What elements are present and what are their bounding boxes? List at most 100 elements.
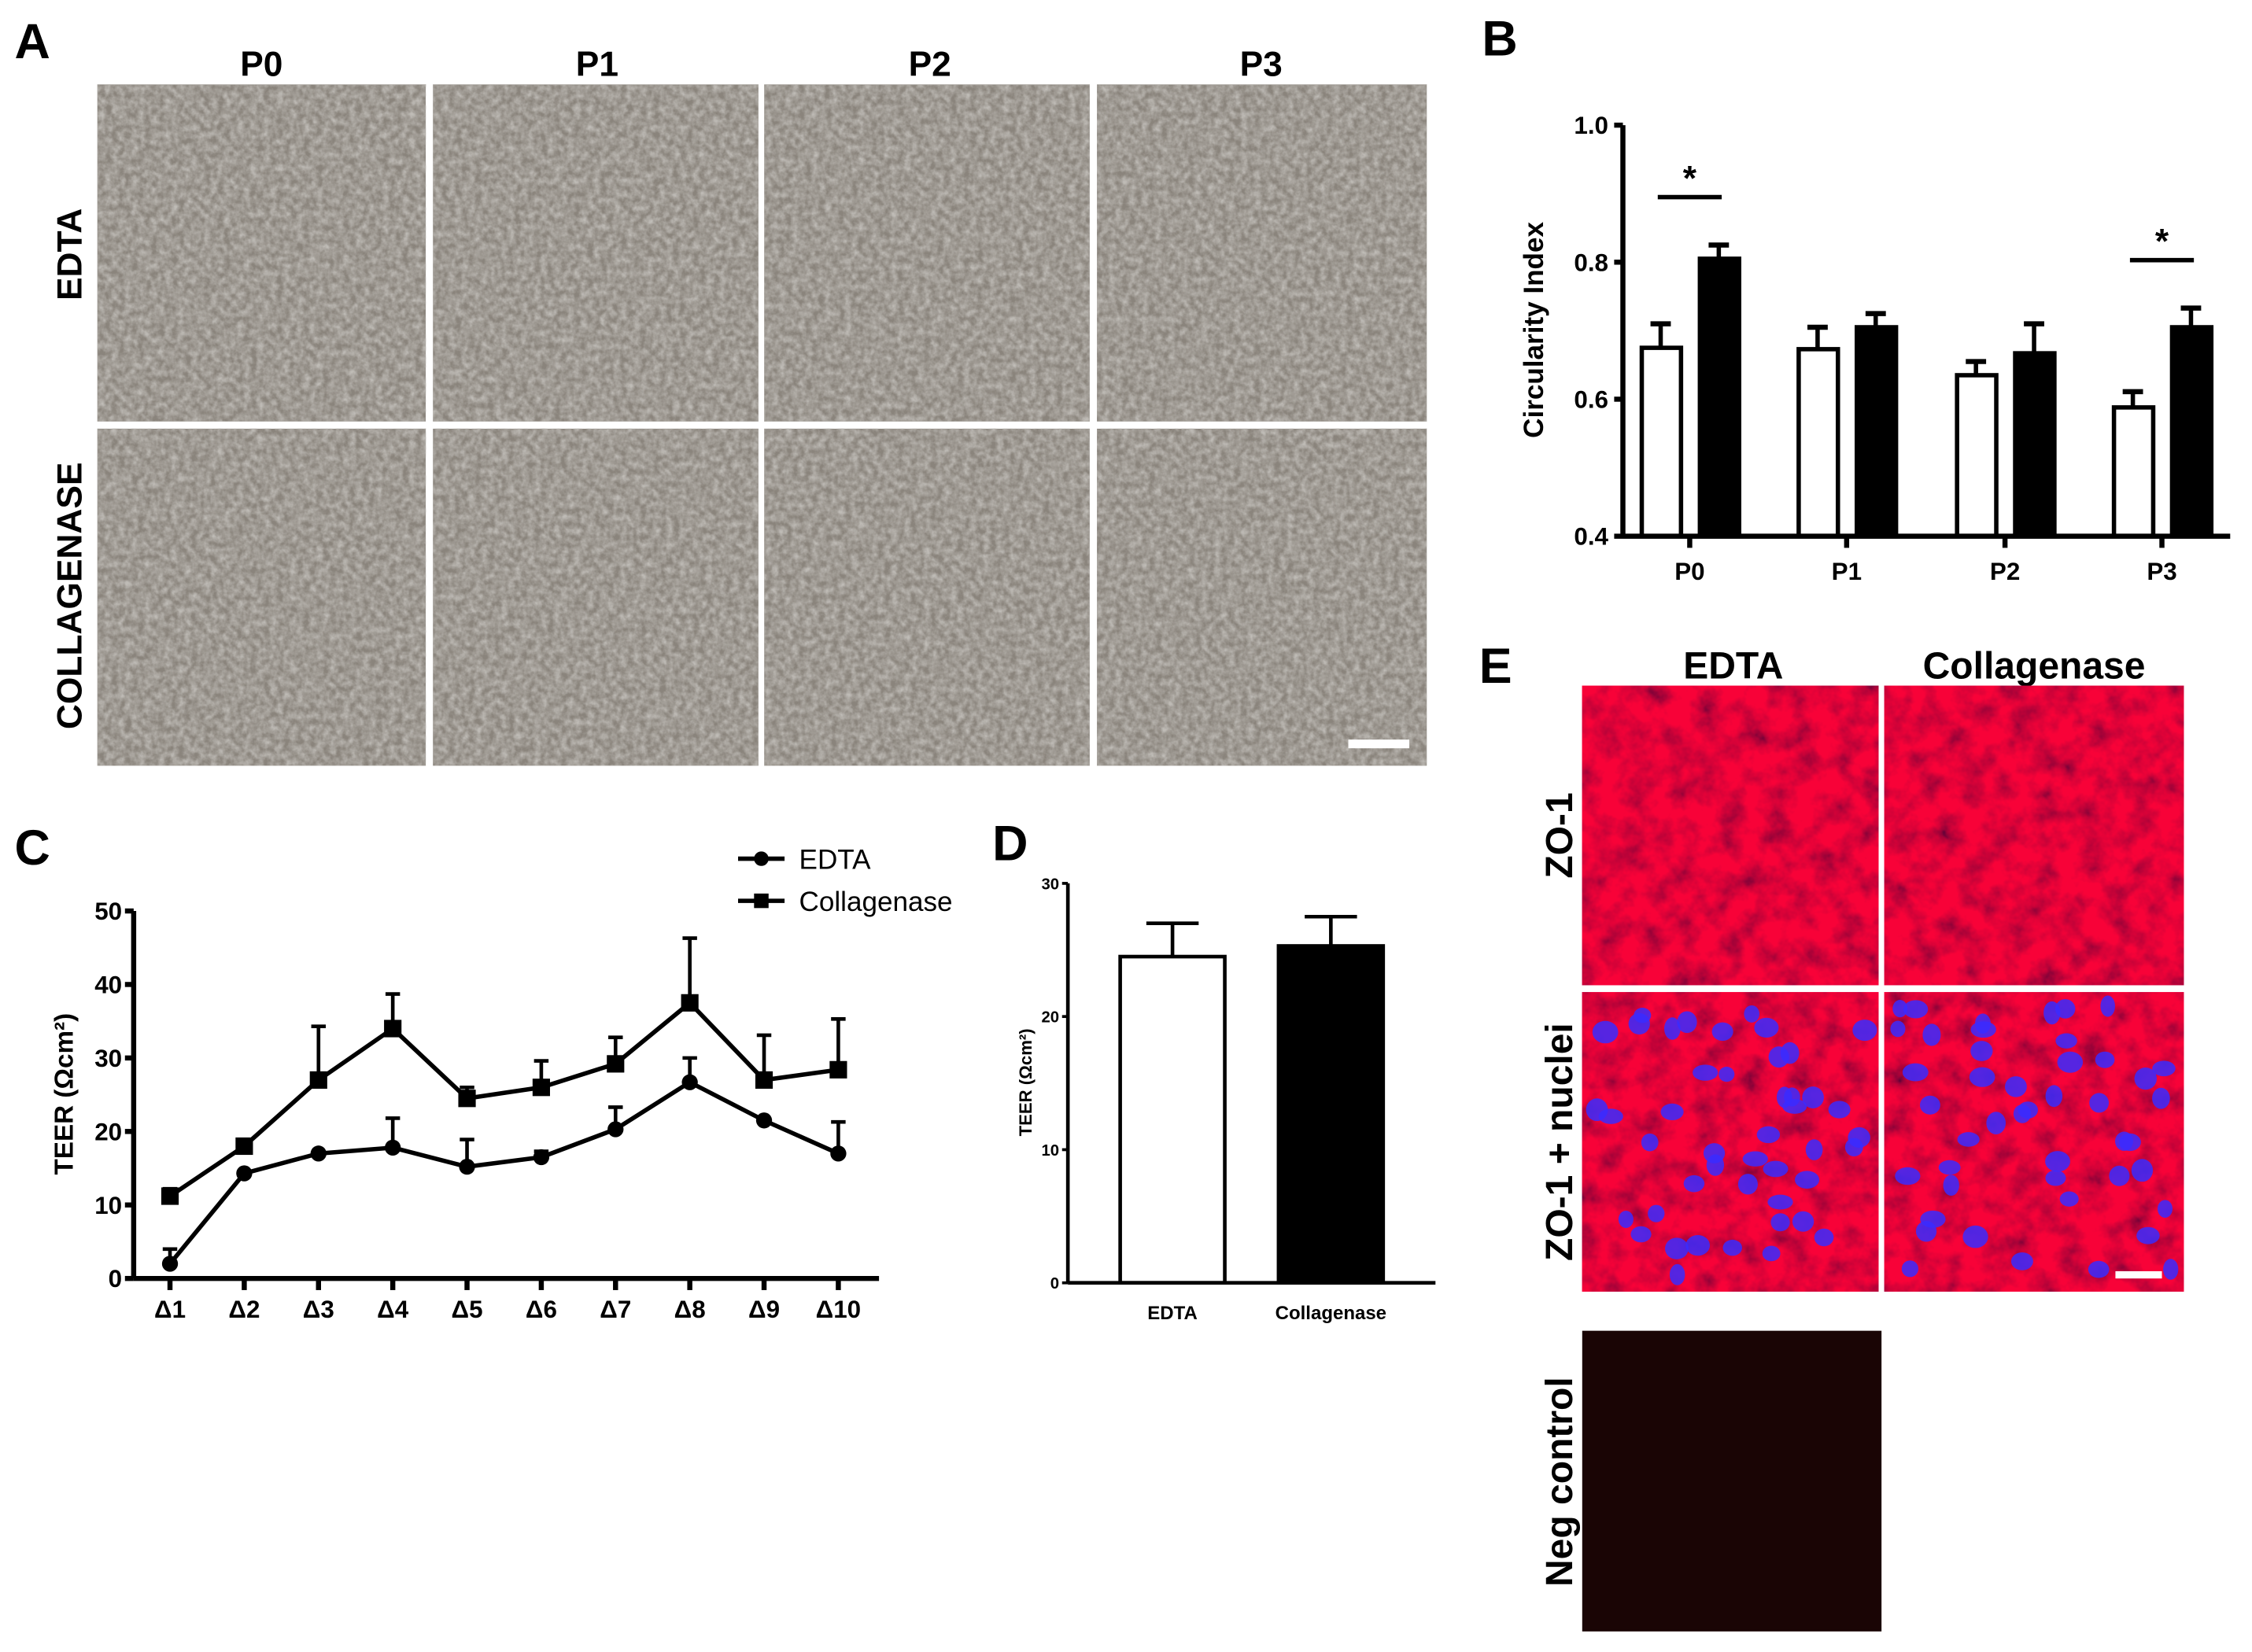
nucleus [2088, 1260, 2110, 1278]
chart-c-ytick-label: 30 [94, 1045, 122, 1072]
chart-c-point-collagenase [161, 1187, 179, 1205]
fluor-image-0-1 [1884, 685, 2184, 986]
chart-c-point-collagenase [755, 1071, 773, 1089]
chart-c-xtick-label: Δ6 [526, 1296, 557, 1323]
nucleus [1665, 1237, 1689, 1259]
chart-b-bar-P3-0 [2111, 405, 2156, 539]
nucleus [1915, 1221, 1937, 1242]
panel-label-a: A [14, 14, 50, 69]
chart-c-point-collagenase [829, 1060, 847, 1079]
chart-d-ytick-label: 10 [1041, 1142, 1059, 1160]
nucleus [1848, 1127, 1870, 1148]
chart-c-point-edta [236, 1165, 253, 1182]
chart-c-xtick-label: Δ1 [154, 1296, 186, 1323]
column-header-p0: P0 [240, 45, 282, 83]
nucleus [1663, 1017, 1681, 1040]
chart-c-point-edta [533, 1149, 550, 1166]
nucleus [1903, 1000, 1929, 1019]
nucleus [2134, 1068, 2157, 1090]
chart-c-xtick-label: Δ5 [452, 1296, 483, 1323]
chart-c-point-edta [310, 1145, 327, 1162]
row-label-neg-control: Neg control [1539, 1377, 1581, 1587]
chart-d-xtick-label: EDTA [1147, 1303, 1198, 1324]
chart-c-xtick-label: Δ4 [377, 1296, 409, 1323]
panel-label-d: D [992, 816, 1028, 871]
chart-c-ytick-label: 0 [109, 1265, 122, 1292]
nucleus [1669, 1263, 1685, 1285]
chart-c-point-collagenase [532, 1079, 550, 1097]
micrograph-grid [97, 84, 1427, 766]
nucleus [1901, 1260, 1919, 1278]
nucleus [2109, 1165, 2130, 1186]
nucleus [1962, 1225, 1988, 1248]
nucleus [2136, 1226, 2160, 1245]
nucleus [1802, 1086, 1824, 1108]
chart-d-bar-collagenase [1276, 944, 1386, 1285]
nucleus [2010, 1252, 2033, 1270]
panel-label-c: C [14, 820, 50, 876]
chart-c-point-edta [681, 1074, 698, 1090]
micrograph-edta-p0 [97, 84, 426, 422]
chart-c-point-collagenase [458, 1090, 476, 1108]
chart-b: 0.4 0.6 0.8 1.0 P0 P1 P2 P3 * * [1574, 112, 2231, 585]
nucleus [1693, 1064, 1719, 1081]
chart-b-ytick-label: 0.6 [1574, 386, 1608, 414]
chart-b-bar-P3-1 [2169, 325, 2214, 539]
chart-b-xtick-label: P0 [1674, 558, 1704, 585]
nucleus [1744, 1005, 1759, 1023]
nucleus [2054, 999, 2076, 1019]
row-label-edta: EDTA [50, 208, 89, 301]
nucleus [1586, 1098, 1608, 1122]
chart-c-point-edta [459, 1158, 475, 1175]
nucleus [1943, 1174, 1959, 1197]
nucleus [1895, 1167, 1921, 1186]
micrograph-collagenase-p0 [97, 428, 426, 766]
nucleus [1618, 1211, 1634, 1229]
row-label-collagenase: COLLAGENASE [50, 463, 89, 730]
nucleus [1986, 1112, 2006, 1134]
nucleus [1754, 1017, 1779, 1038]
nucleus [1970, 1041, 1993, 1061]
nucleus [2095, 1051, 2115, 1068]
column-header-p3: P3 [1240, 45, 1283, 83]
fluorescence-grid [1582, 685, 2184, 1632]
nucleus [2158, 1200, 2173, 1218]
nucleus [1938, 1160, 1961, 1175]
chart-c-point-collagenase [384, 1020, 402, 1038]
nucleus [2045, 1170, 2066, 1186]
nucleus [1703, 1143, 1726, 1163]
chart-d-bar-edta [1118, 954, 1227, 1285]
micrograph-collagenase-p1 [433, 428, 759, 766]
micrograph-edta-p2 [764, 84, 1090, 422]
chart-b-bar-P1-1 [1854, 325, 1899, 539]
micrograph-edta-p3 [1097, 84, 1427, 422]
chart-b-xtick-label: P2 [1990, 558, 2020, 585]
nucleus [1677, 1011, 1697, 1034]
nucleus [2163, 1259, 2179, 1280]
chart-c-point-collagenase [309, 1071, 327, 1089]
chart-c-line-collagenase [168, 1000, 839, 1198]
chart-c-point-edta [755, 1112, 773, 1129]
row-label-zo1-nuclei: ZO-1 + nuclei [1539, 1023, 1581, 1261]
legend-marker-collagenase [754, 893, 769, 909]
nucleus [1902, 1063, 1929, 1082]
row-label-zo1: ZO-1 [1539, 792, 1581, 878]
chart-b-xtick-label: P3 [2147, 558, 2176, 585]
nucleus [2131, 1159, 2154, 1182]
nucleus [1919, 1095, 1940, 1115]
chart-c: 0 10 20 30 40 50 Δ1 Δ2 Δ3 Δ4 Δ5 Δ6 Δ7 Δ8 Δ9 Δ10 [94, 898, 880, 1323]
chart-b-bar-P2-0 [1955, 373, 1999, 539]
nucleus [1722, 1239, 1743, 1256]
chart-c-ytick-label: 50 [94, 898, 122, 925]
nucleus [2089, 1093, 2110, 1113]
chart-b-ytick-label: 1.0 [1574, 112, 1608, 139]
panel-label-e: E [1479, 639, 1512, 694]
chart-b-significance-star: * [1683, 159, 1697, 197]
chart-c-xtick-label: Δ7 [600, 1296, 631, 1323]
chart-c-line-edta [168, 1079, 840, 1266]
chart-c-point-edta [385, 1139, 401, 1156]
scale-bar-e [2115, 1270, 2162, 1279]
nucleus [1828, 1101, 1851, 1119]
nucleus [2045, 1151, 2070, 1172]
